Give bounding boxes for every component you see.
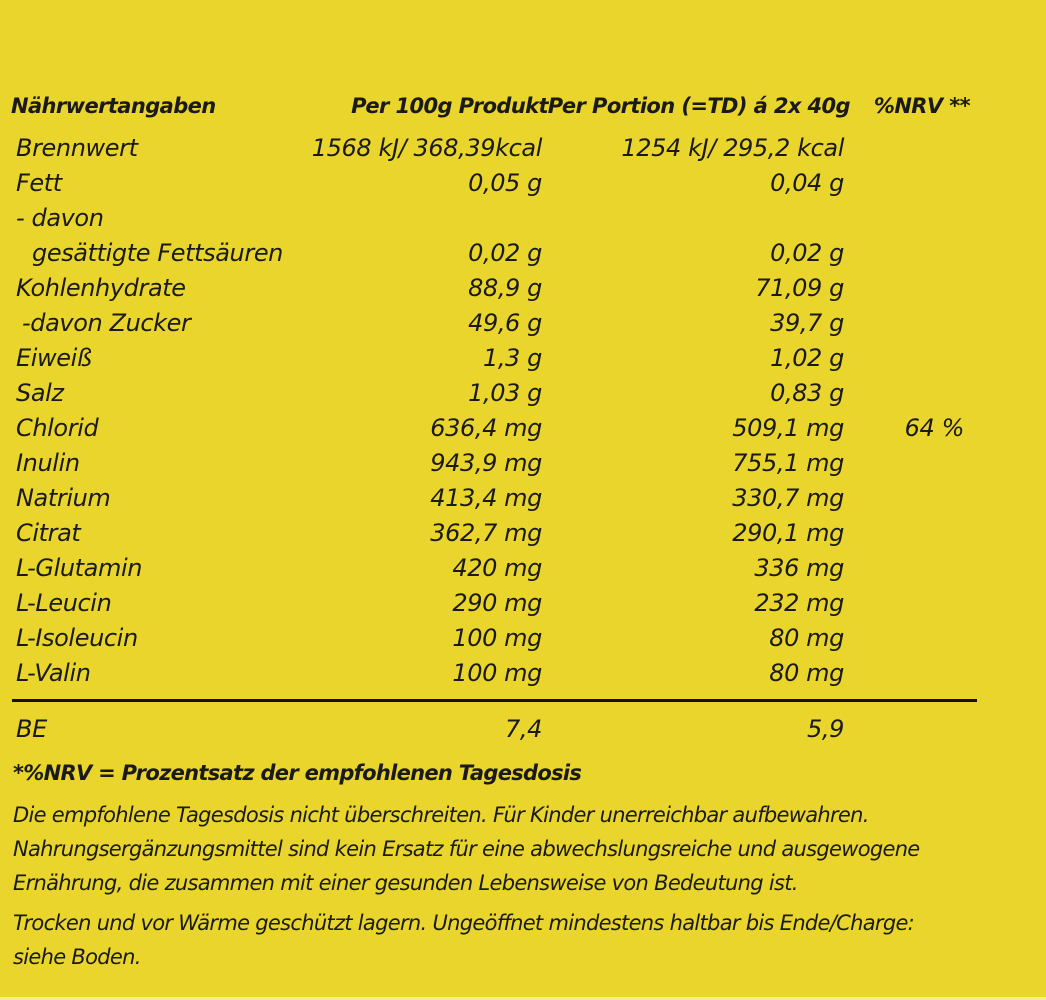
table-row: Eiweiß 1,3 g 1,02 g [0, 341, 1046, 376]
row-per-100g: 100 mg [452, 624, 542, 652]
row-per-portion: 80 mg [769, 659, 844, 687]
row-per-portion: 336 mg [754, 554, 844, 582]
row-name: Fett [16, 169, 62, 197]
row-name: L-Isoleucin [16, 624, 138, 652]
row-per-portion: 71,09 g [755, 274, 844, 302]
row-per-100g: 0,02 g [468, 239, 542, 267]
row-name: gesättigte Fettsäuren [32, 239, 283, 267]
row-per-portion: 1254 kJ/ 295,2 kcal [621, 134, 844, 162]
table-row: L-Valin 100 mg 80 mg [0, 656, 1046, 691]
table-row: Chlorid 636,4 mg 509,1 mg 64 % [0, 411, 1046, 446]
row-name: Chlorid [16, 414, 99, 442]
row-per-portion: 80 mg [769, 624, 844, 652]
row-per-100g: 1,03 g [468, 379, 542, 407]
row-per-portion: 509,1 mg [732, 414, 844, 442]
row-name: L-Leucin [16, 589, 112, 617]
header-per-portion: Per Portion (=TD) á 2x 40g [547, 94, 851, 118]
row-per-portion: 1,02 g [770, 344, 844, 372]
row-name: Salz [16, 379, 64, 407]
row-name: L-Glutamin [16, 554, 143, 582]
header-nrv: %NRV ** [873, 94, 971, 118]
table-row: -davon Zucker 49,6 g 39,7 g [0, 306, 1046, 341]
row-per-portion: 755,1 mg [732, 449, 844, 477]
row-per-100g: 420 mg [452, 554, 542, 582]
row-per-100g: 0,05 g [468, 169, 542, 197]
row-per-portion: 39,7 g [770, 309, 844, 337]
table-row: Kohlenhydrate 88,9 g 71,09 g [0, 271, 1046, 306]
usage-warning-line: Nahrungsergänzungsmittel sind kein Ersat… [13, 837, 920, 861]
header-per-100g: Per 100g Produkt [351, 94, 548, 118]
row-per-100g: 49,6 g [468, 309, 542, 337]
table-row: gesättigte Fettsäuren 0,02 g 0,02 g [0, 236, 1046, 271]
be-per-portion: 5,9 [807, 715, 844, 743]
table-row: Natrium 413,4 mg 330,7 mg [0, 481, 1046, 516]
table-row: Fett 0,05 g 0,04 g [0, 166, 1046, 201]
be-row: BE 7,4 5,9 [0, 712, 1046, 747]
row-per-portion: 290,1 mg [732, 519, 844, 547]
row-per-100g: 1568 kJ/ 368,39kcal [311, 134, 543, 162]
table-row: L-Isoleucin 100 mg 80 mg [0, 621, 1046, 656]
row-nrv: 64 % [904, 414, 965, 442]
row-per-100g: 943,9 mg [430, 449, 542, 477]
row-per-portion: 232 mg [754, 589, 844, 617]
bottom-edge [0, 997, 1046, 1000]
table-row: Inulin 943,9 mg 755,1 mg [0, 446, 1046, 481]
table-row: L-Leucin 290 mg 232 mg [0, 586, 1046, 621]
row-per-100g: 290 mg [452, 589, 542, 617]
usage-warning: Die empfohlene Tagesdosis nicht überschr… [13, 798, 920, 900]
row-per-portion: 0,83 g [770, 379, 844, 407]
row-per-100g: 1,3 g [482, 344, 542, 372]
row-name: -davon Zucker [22, 309, 191, 337]
table-row: - davon [0, 201, 1046, 236]
row-name: - davon [16, 204, 104, 232]
row-per-100g: 636,4 mg [430, 414, 542, 442]
storage-instructions: Trocken und vor Wärme geschützt lagern. … [13, 906, 915, 974]
nrv-footnote: *%NRV = Prozentsatz der empfohlenen Tage… [13, 761, 582, 785]
table-divider [12, 699, 977, 702]
row-per-100g: 88,9 g [468, 274, 542, 302]
usage-warning-line: Die empfohlene Tagesdosis nicht überschr… [13, 803, 869, 827]
row-per-100g: 362,7 mg [430, 519, 542, 547]
header-nutrition-facts: Nährwertangaben [11, 94, 216, 118]
row-per-100g: 100 mg [452, 659, 542, 687]
usage-warning-line: Ernährung, die zusammen mit einer gesund… [13, 871, 798, 895]
table-row: Salz 1,03 g 0,83 g [0, 376, 1046, 411]
row-name: Brennwert [16, 134, 138, 162]
table-row: L-Glutamin 420 mg 336 mg [0, 551, 1046, 586]
row-name: Inulin [16, 449, 80, 477]
row-name: L-Valin [16, 659, 91, 687]
row-per-100g: 413,4 mg [430, 484, 542, 512]
table-row: Brennwert 1568 kJ/ 368,39kcal 1254 kJ/ 2… [0, 131, 1046, 166]
storage-instructions-line: Trocken und vor Wärme geschützt lagern. … [13, 911, 915, 935]
row-per-portion: 0,04 g [770, 169, 844, 197]
row-name: Citrat [16, 519, 81, 547]
table-header: Nährwertangaben Per 100g Produkt Per Por… [0, 89, 1046, 124]
row-name: Natrium [16, 484, 111, 512]
row-name: Eiweiß [16, 344, 92, 372]
be-label: BE [16, 715, 47, 743]
row-per-portion: 330,7 mg [732, 484, 844, 512]
be-per-100g: 7,4 [505, 715, 542, 743]
table-row: Citrat 362,7 mg 290,1 mg [0, 516, 1046, 551]
storage-instructions-line: siehe Boden. [13, 945, 141, 969]
row-per-portion: 0,02 g [770, 239, 844, 267]
row-name: Kohlenhydrate [16, 274, 186, 302]
